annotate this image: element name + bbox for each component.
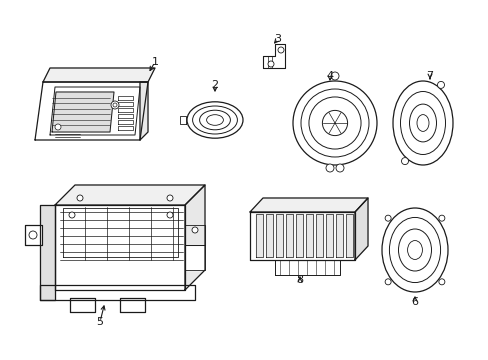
Text: 1: 1 — [151, 57, 158, 67]
Circle shape — [385, 215, 390, 221]
Polygon shape — [295, 214, 303, 257]
Ellipse shape — [388, 217, 440, 283]
Polygon shape — [354, 198, 367, 260]
Polygon shape — [118, 114, 133, 118]
Ellipse shape — [381, 208, 447, 292]
Polygon shape — [180, 116, 185, 124]
Ellipse shape — [416, 114, 428, 131]
Polygon shape — [265, 214, 272, 257]
Ellipse shape — [206, 115, 223, 125]
Circle shape — [322, 111, 347, 136]
Ellipse shape — [398, 229, 430, 271]
Circle shape — [301, 89, 368, 157]
Polygon shape — [35, 82, 148, 140]
Circle shape — [69, 212, 75, 218]
Circle shape — [335, 164, 343, 172]
Circle shape — [325, 164, 333, 172]
Polygon shape — [118, 96, 133, 100]
Polygon shape — [346, 214, 352, 257]
Circle shape — [113, 103, 117, 107]
Polygon shape — [118, 120, 133, 124]
Ellipse shape — [407, 240, 422, 260]
Polygon shape — [263, 44, 285, 68]
Polygon shape — [55, 205, 184, 290]
Polygon shape — [120, 298, 145, 312]
Circle shape — [167, 195, 173, 201]
Circle shape — [385, 279, 390, 285]
Polygon shape — [184, 245, 204, 270]
Circle shape — [192, 227, 198, 233]
Text: 5: 5 — [96, 317, 103, 327]
Polygon shape — [118, 108, 133, 112]
Polygon shape — [184, 185, 204, 290]
Circle shape — [437, 81, 444, 89]
Ellipse shape — [392, 81, 452, 165]
Polygon shape — [70, 298, 95, 312]
Polygon shape — [315, 214, 323, 257]
Text: 6: 6 — [411, 297, 418, 307]
Circle shape — [401, 158, 407, 165]
Text: 2: 2 — [211, 80, 218, 90]
Polygon shape — [40, 205, 55, 300]
Circle shape — [167, 212, 173, 218]
Text: 4: 4 — [326, 71, 333, 81]
Polygon shape — [43, 68, 155, 82]
Circle shape — [438, 215, 444, 221]
Circle shape — [77, 195, 83, 201]
Polygon shape — [285, 214, 292, 257]
Polygon shape — [249, 198, 367, 212]
Text: 3: 3 — [274, 34, 281, 44]
Ellipse shape — [199, 110, 230, 130]
Polygon shape — [25, 225, 42, 245]
Polygon shape — [55, 185, 204, 205]
Circle shape — [267, 61, 273, 67]
Polygon shape — [40, 285, 195, 300]
Text: 8: 8 — [296, 275, 303, 285]
Circle shape — [278, 47, 284, 53]
Polygon shape — [335, 214, 342, 257]
Polygon shape — [249, 212, 354, 260]
Polygon shape — [118, 102, 133, 106]
Circle shape — [55, 124, 61, 130]
Polygon shape — [52, 92, 114, 132]
Polygon shape — [325, 214, 332, 257]
Ellipse shape — [408, 104, 436, 142]
Polygon shape — [305, 214, 312, 257]
Circle shape — [438, 279, 444, 285]
Circle shape — [308, 97, 360, 149]
Polygon shape — [140, 82, 148, 140]
Polygon shape — [274, 260, 339, 275]
Polygon shape — [184, 225, 204, 245]
Ellipse shape — [186, 102, 243, 138]
Circle shape — [29, 231, 37, 239]
Polygon shape — [256, 214, 263, 257]
Polygon shape — [275, 214, 283, 257]
Polygon shape — [118, 126, 133, 130]
Circle shape — [292, 81, 376, 165]
Text: 7: 7 — [426, 71, 433, 81]
Circle shape — [111, 101, 119, 109]
Circle shape — [330, 72, 338, 80]
Ellipse shape — [400, 91, 445, 154]
Ellipse shape — [192, 106, 237, 134]
